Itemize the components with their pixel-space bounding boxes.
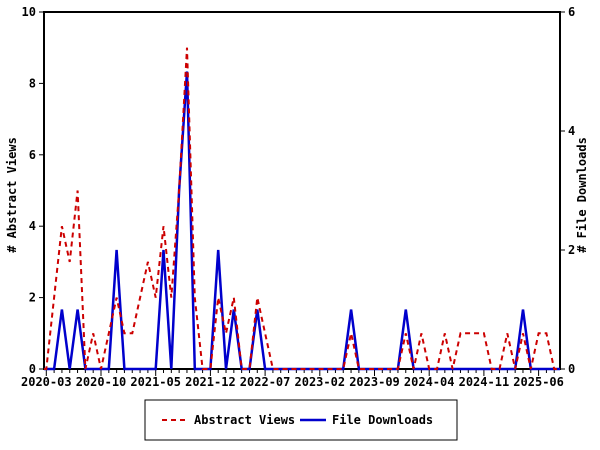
legend-file-downloads-label: File Downloads [332,413,433,427]
y-left-tick-label: 8 [29,76,36,90]
x-tick-label: 2023-02 [295,375,346,389]
y-left-tick-label: 10 [22,5,36,19]
x-tick-label: 2024-04 [404,375,455,389]
y-right-tick-label: 2 [568,243,575,257]
left-axis-title: # Abstract Views [5,137,19,253]
x-tick-label: 2020-10 [76,375,127,389]
abstract-views-line [44,47,560,370]
x-tick-label: 2021-05 [130,375,181,389]
axis-ticks: 2020-03 2020-10 2021-05 2021-12 2022-07 2023-… [21,5,575,389]
file-downloads-line [44,71,560,371]
series-lines [44,47,560,371]
legend-abstract-views-label: Abstract Views [194,413,295,427]
x-tick-label: 2024-11 [459,375,510,389]
x-tick-label: 2025-06 [513,375,564,389]
y-left-tick-label: 6 [29,148,36,162]
y-left-tick-label: 4 [29,219,36,233]
y-right-tick-label: 6 [568,5,575,19]
right-axis-title: # File Downloads [575,137,589,253]
x-tick-label: 2020-03 [21,375,72,389]
x-tick-label: 2022-07 [240,375,291,389]
y-right-tick-label: 0 [568,362,575,376]
x-tick-label: 2023-09 [349,375,400,389]
y-right-tick-label: 4 [568,124,575,138]
legend: Abstract Views File Downloads [144,399,458,441]
y-left-tick-label: 0 [29,362,36,376]
x-tick-label: 2021-12 [185,375,236,389]
y-left-tick-label: 2 [29,291,36,305]
